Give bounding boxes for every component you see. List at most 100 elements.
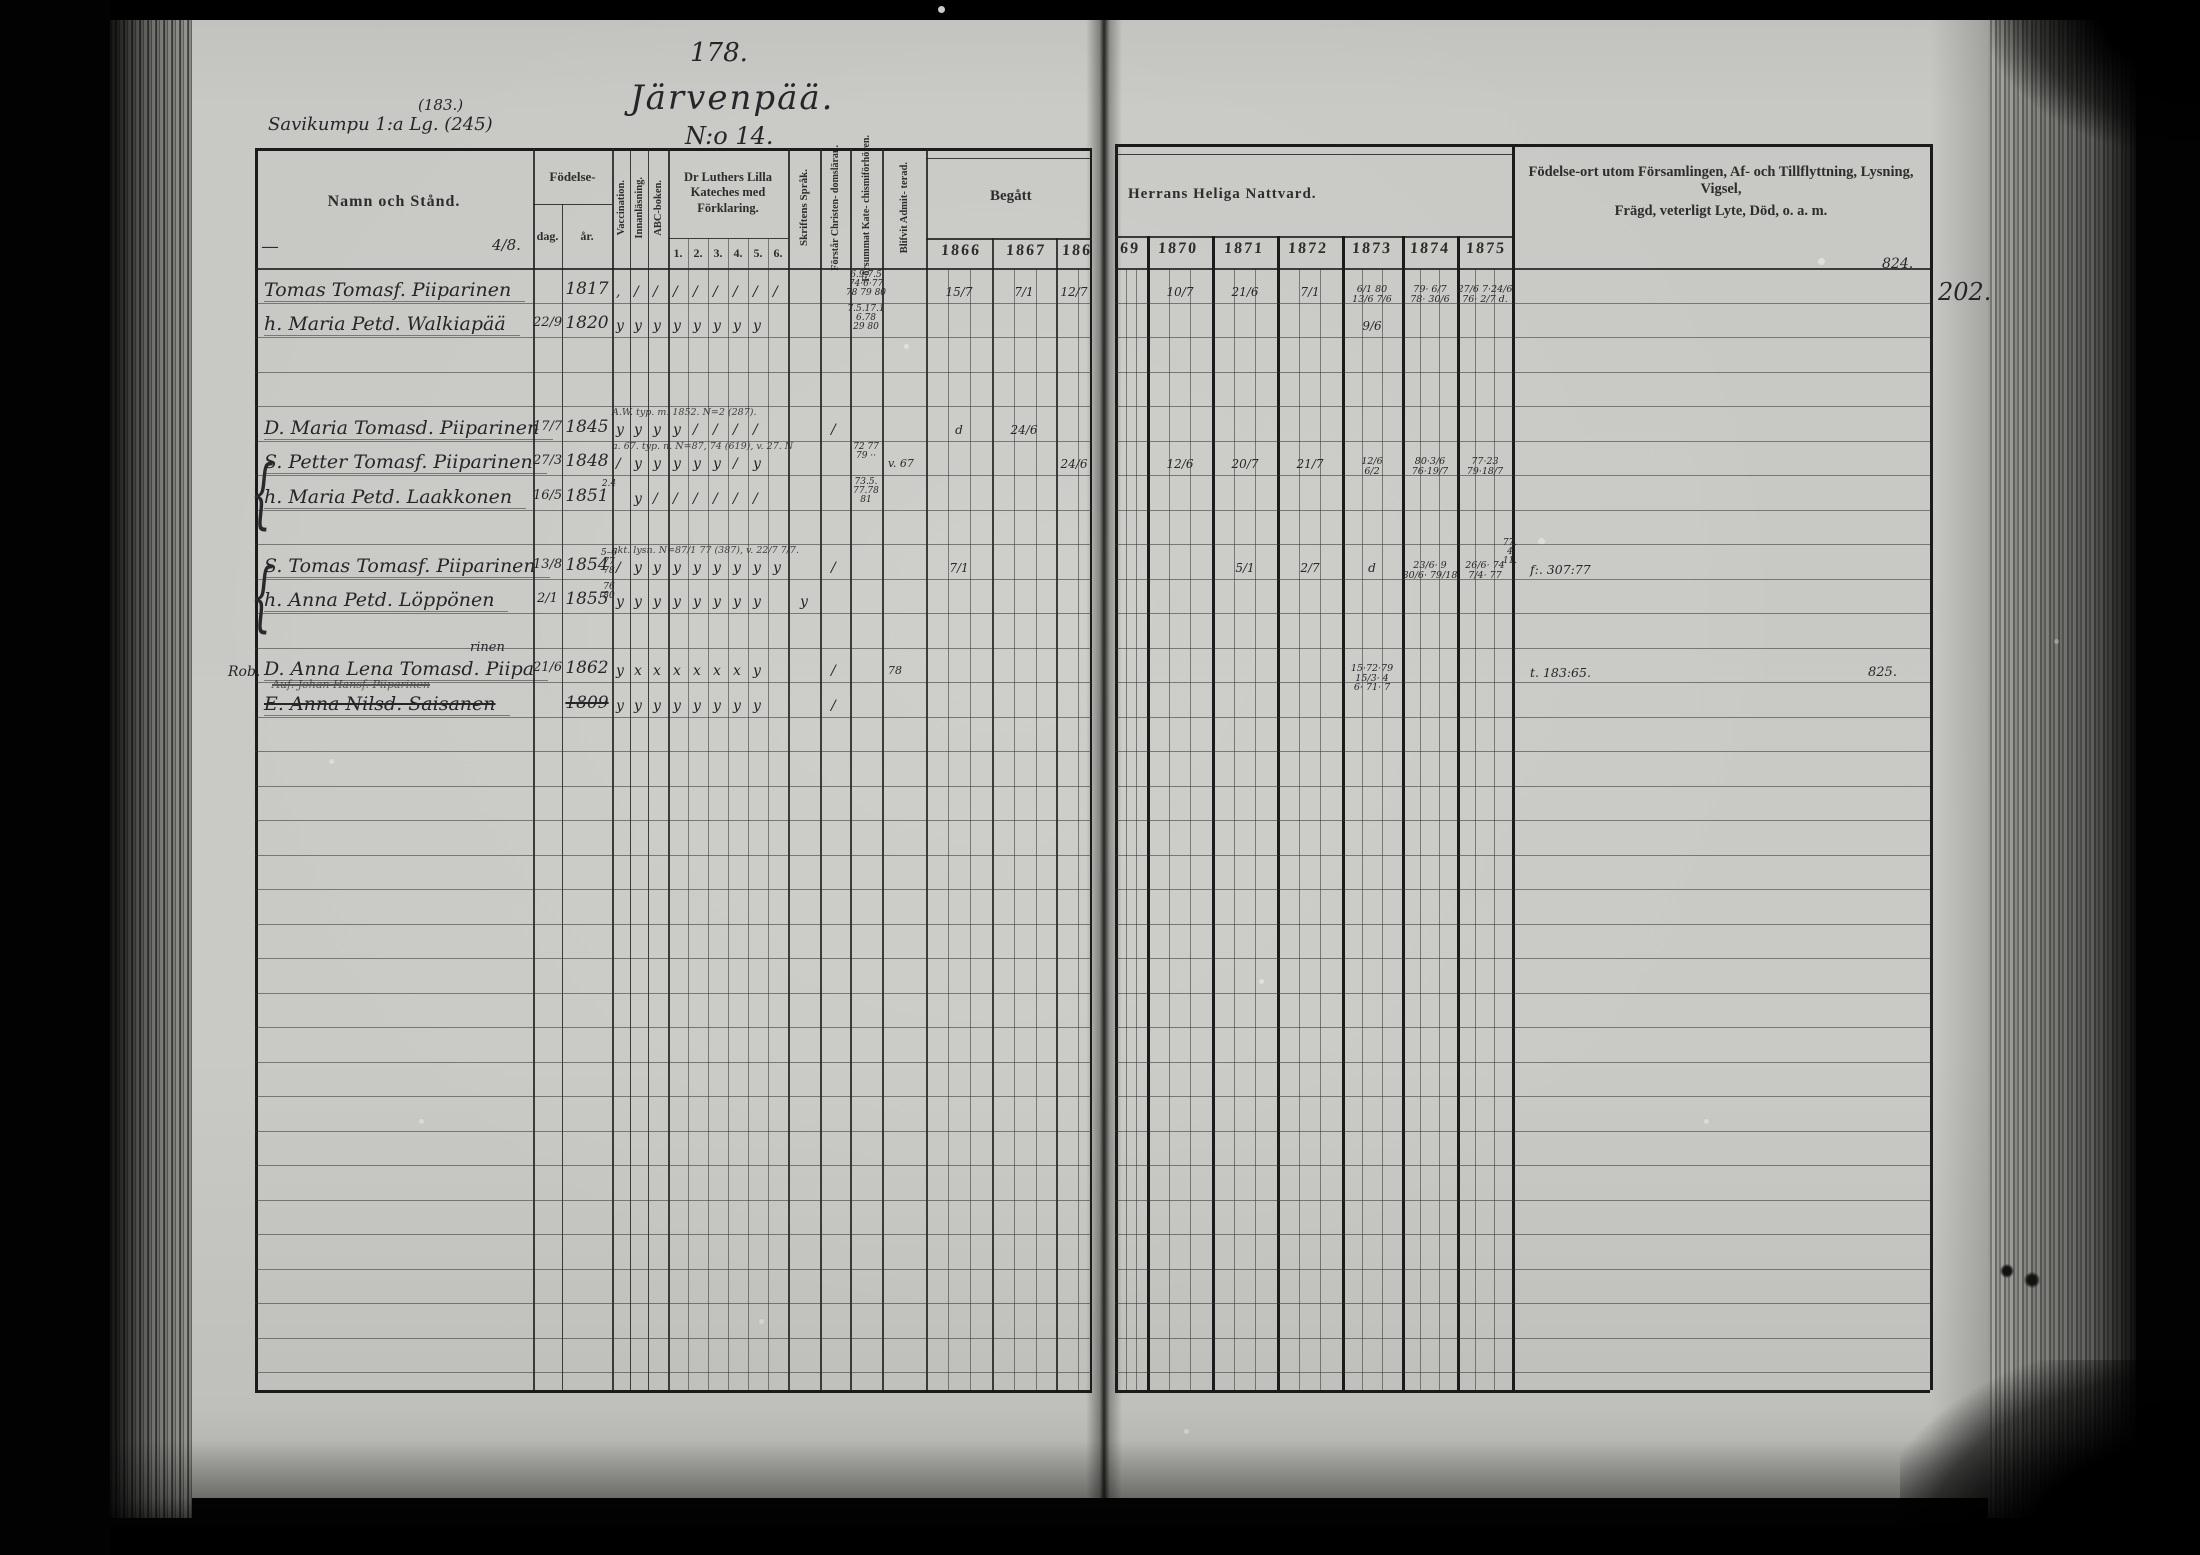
row-birth-year: 1862 bbox=[565, 658, 609, 678]
header-catechism: Dr Luthers Lilla Kateches med Förklaring… bbox=[684, 169, 772, 215]
house-number: N:o 14. bbox=[685, 122, 774, 150]
row-birth-day: 2/1 bbox=[537, 591, 558, 606]
year-subline bbox=[1169, 268, 1170, 1390]
row-check-mark: / bbox=[693, 422, 698, 438]
ruled-line bbox=[255, 889, 1092, 890]
ruled-line bbox=[255, 1062, 1092, 1063]
row-check-mark: y bbox=[673, 560, 681, 576]
row-check-mark: y bbox=[713, 594, 721, 610]
row-name: D. Maria Tomasd. Piiparinen bbox=[264, 417, 554, 440]
ruled-line bbox=[255, 855, 1092, 856]
book-left-page-edges bbox=[108, 16, 192, 1518]
ruled-line bbox=[255, 1303, 1092, 1304]
catechism-col-number: 5. bbox=[753, 245, 763, 260]
left-col-line bbox=[926, 148, 928, 1390]
family-brace: { bbox=[250, 447, 275, 537]
ruled-line bbox=[255, 1027, 1092, 1028]
header-missed-exams: Försummat Kate- chismiförhören. bbox=[860, 134, 872, 282]
catechism-subcol-line bbox=[688, 238, 689, 1390]
ruled-line bbox=[1115, 1338, 1930, 1339]
family-brace: { bbox=[250, 551, 275, 640]
photo-border-top bbox=[0, 0, 2200, 20]
row-birth-year: 1855 bbox=[565, 589, 609, 609]
row-check-mark: / bbox=[713, 491, 718, 507]
row-understands-mark: / bbox=[831, 422, 836, 438]
photo-dark-corner-bottomright bbox=[1900, 1360, 2200, 1555]
header-name-dash: — bbox=[262, 238, 278, 255]
catechism-subcol-line bbox=[728, 238, 729, 1390]
communion-date-1871: 5/1 bbox=[1235, 561, 1255, 575]
ruled-line bbox=[1115, 1303, 1930, 1304]
row-birth-year: 1845 bbox=[565, 417, 609, 437]
row-birth-day: 13/8 bbox=[533, 557, 563, 572]
year-subline bbox=[1036, 268, 1037, 1390]
row-check-mark: y bbox=[616, 318, 624, 334]
ruled-line bbox=[1115, 1200, 1930, 1201]
ink-dot bbox=[2000, 1264, 2014, 1278]
row-remark-note: f:. 307:77 bbox=[1530, 562, 1591, 577]
ruled-line bbox=[255, 1165, 1092, 1166]
year-label: 1871 bbox=[1223, 240, 1265, 257]
ruled-line bbox=[1115, 717, 1930, 718]
ruled-line bbox=[1115, 751, 1930, 752]
table-hline bbox=[926, 158, 1092, 159]
ruled-line bbox=[1115, 1131, 1930, 1132]
row-check-mark: y bbox=[673, 594, 681, 610]
row-check-mark: y bbox=[753, 594, 761, 610]
row-check-mark: / bbox=[634, 284, 639, 300]
ruled-line bbox=[1115, 786, 1930, 787]
row-missed-exam-note: 6.9.7.5 74·6·77 78 79 80 bbox=[845, 270, 887, 299]
ruled-line bbox=[1115, 924, 1930, 925]
row-check-mark: / bbox=[733, 491, 738, 507]
row-check-mark: y bbox=[733, 698, 741, 714]
row-check-mark: y bbox=[616, 663, 624, 679]
year-subline bbox=[948, 268, 949, 1390]
photo-border-right bbox=[2136, 0, 2200, 1555]
right-year-col-line bbox=[1342, 236, 1345, 1390]
header-reading: Innanläsning. bbox=[633, 177, 645, 239]
row-check-mark: y bbox=[733, 594, 741, 610]
header-birth: Födelse- bbox=[549, 169, 596, 184]
year-label: 1872 bbox=[1287, 240, 1329, 257]
row-name: S. Petter Tomasf. Piiparinen bbox=[264, 451, 547, 474]
header-communion-right: Herrans Heliga Nattvard. bbox=[1128, 186, 1317, 202]
row-check-mark: y bbox=[753, 456, 761, 472]
row-check-mark: / bbox=[753, 284, 758, 300]
row-check-mark: y bbox=[653, 594, 661, 610]
row-check-mark: y bbox=[634, 456, 642, 472]
row-check-mark: / bbox=[713, 284, 718, 300]
ruled-line bbox=[1115, 993, 1930, 994]
ruled-line bbox=[255, 1338, 1092, 1339]
row-check-mark: y bbox=[693, 456, 701, 472]
year-subline bbox=[1362, 268, 1363, 1390]
row-check-mark: / bbox=[693, 491, 698, 507]
table-hline bbox=[1115, 236, 1512, 238]
communion-date-1872: 7/1 bbox=[1300, 285, 1320, 299]
row-check-mark: / bbox=[653, 284, 658, 300]
year-label: 186 bbox=[1061, 242, 1093, 259]
year-subline bbox=[1078, 268, 1079, 1390]
left-col-line bbox=[788, 148, 790, 1390]
photo-border-bottom bbox=[0, 1528, 2200, 1555]
row-check-mark: / bbox=[693, 284, 698, 300]
communion-date-1875: 27/6 7·24/6 76· 2/7 d. bbox=[1457, 284, 1513, 305]
year-subline bbox=[1320, 268, 1321, 1390]
left-table-top-border bbox=[255, 148, 1092, 151]
ruled-line bbox=[1115, 1234, 1930, 1235]
row-check-mark: x bbox=[713, 663, 721, 679]
row-check-mark: x bbox=[693, 663, 701, 679]
left-header-bottom bbox=[255, 268, 1092, 270]
row-check-mark: / bbox=[753, 422, 758, 438]
ruled-line bbox=[1115, 303, 1930, 304]
header-communion-left: Begått bbox=[990, 188, 1032, 204]
ruled-line bbox=[1115, 337, 1930, 338]
row-check-mark: y bbox=[693, 594, 701, 610]
page-number: 202. bbox=[1938, 278, 1992, 306]
ruled-line bbox=[1115, 958, 1930, 959]
row-birth-year: 1848 bbox=[565, 451, 609, 471]
ruled-line bbox=[255, 993, 1092, 994]
folio-number: 178. bbox=[690, 38, 748, 68]
ruled-line bbox=[255, 682, 1092, 683]
row-check-mark: y bbox=[634, 422, 642, 438]
year-subline bbox=[1190, 268, 1191, 1390]
